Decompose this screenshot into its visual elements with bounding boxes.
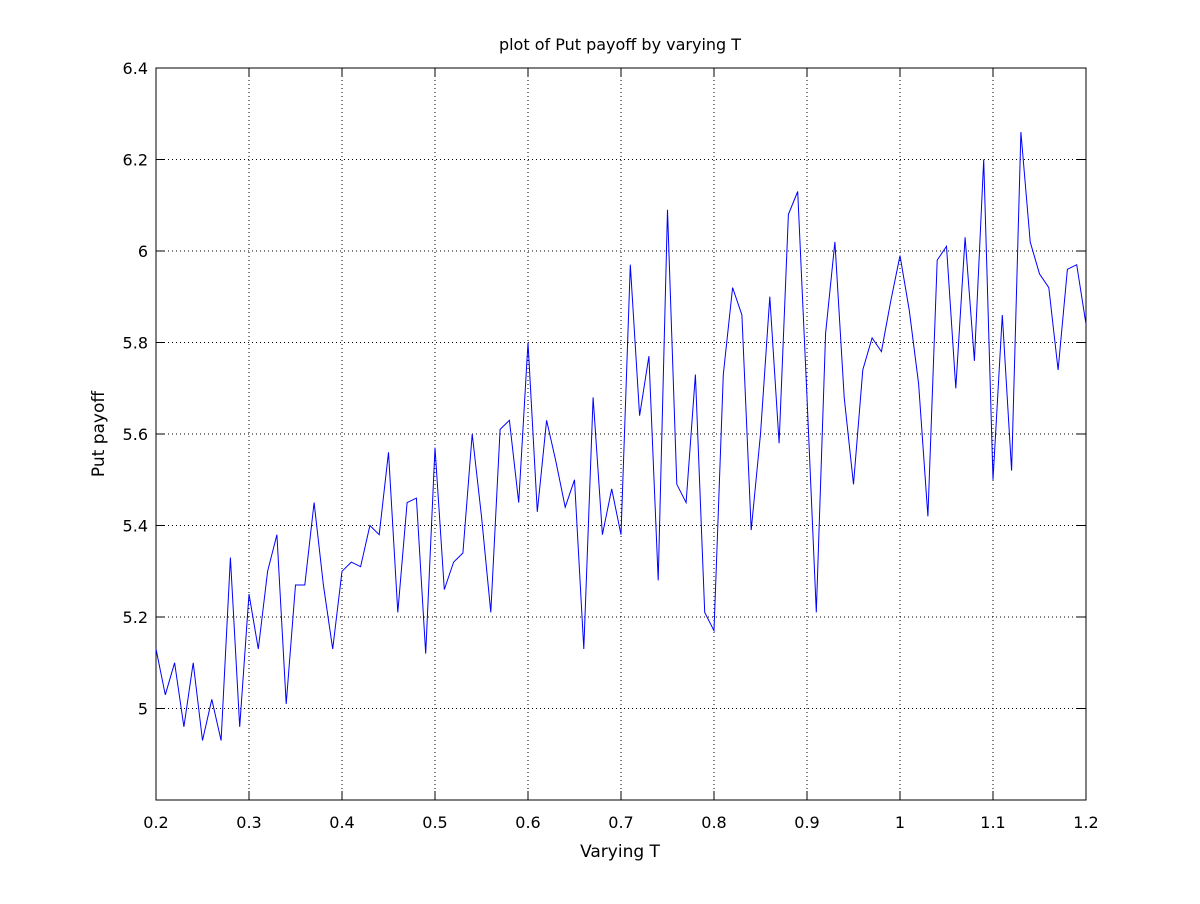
x-tick-labels: 0.2 0.3 0.4 0.5 0.6 0.7 0.8 0.9 1 1.1 1.2 — [143, 813, 1098, 832]
y-tick-label: 5.2 — [123, 608, 148, 627]
series-layer — [155, 132, 1087, 741]
x-tick-label: 0.3 — [236, 813, 261, 832]
x-tick-label: 0.9 — [794, 813, 819, 832]
y-tick-label: 5 — [138, 700, 148, 719]
x-tick-label: 0.2 — [143, 813, 168, 832]
y-axis-label: Put payoff — [89, 390, 109, 477]
grid-lines — [156, 68, 1086, 800]
x-tick-label: 1.1 — [980, 813, 1005, 832]
x-tick-label: 0.6 — [515, 813, 540, 832]
y-tick-label: 5.6 — [123, 425, 148, 444]
x-axis-label: Varying T — [580, 842, 660, 862]
y-tick-labels: 5 5.2 5.4 5.6 5.8 6 6.2 6.4 — [123, 59, 148, 719]
x-tick-label: 1 — [895, 813, 905, 832]
x-tick-label: 0.8 — [701, 813, 726, 832]
y-tick-label: 6.2 — [123, 151, 148, 170]
x-tick-label: 0.7 — [608, 813, 633, 832]
x-tick-label: 0.5 — [422, 813, 447, 832]
x-tick-label: 0.4 — [329, 813, 354, 832]
y-tick-label: 6 — [138, 242, 148, 261]
series-line — [155, 132, 1087, 741]
x-tick-label: 1.2 — [1073, 813, 1098, 832]
y-tick-label: 5.8 — [123, 334, 148, 353]
y-tick-label: 6.4 — [123, 59, 148, 78]
chart-title: plot of Put payoff by varying T — [499, 35, 741, 54]
y-tick-label: 5.4 — [123, 517, 148, 536]
axis-ticks — [155, 67, 1087, 800]
